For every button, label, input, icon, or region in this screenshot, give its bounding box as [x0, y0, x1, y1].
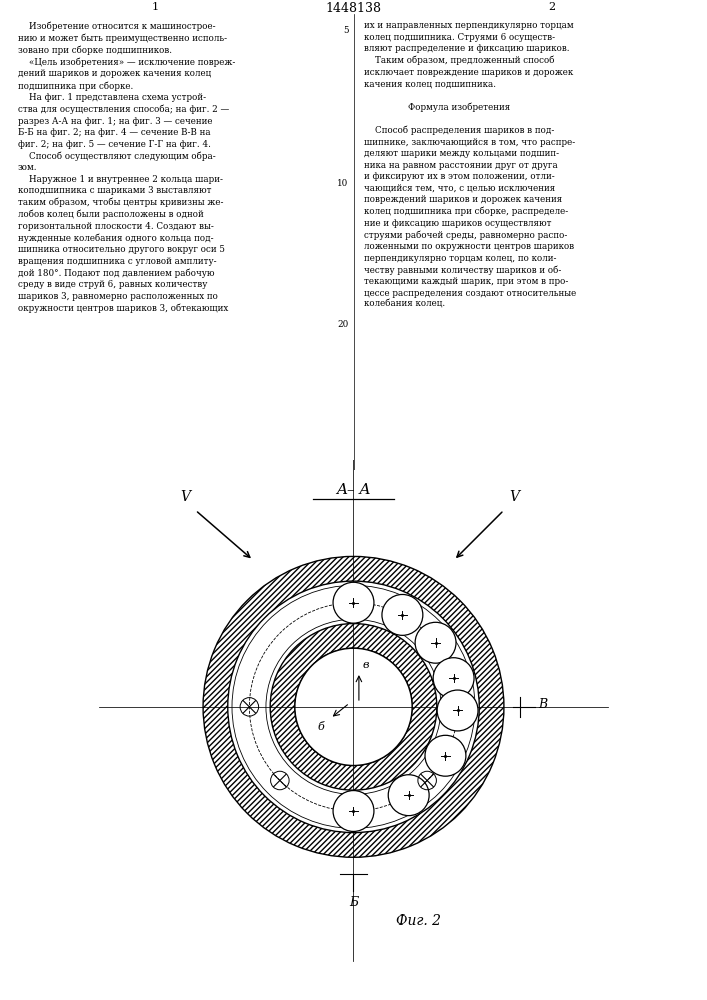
Circle shape: [388, 775, 429, 816]
Text: 2: 2: [548, 2, 555, 12]
Text: Изобретение относится к машинострое-
нию и может быть преимущественно исполь-
зо: Изобретение относится к машинострое- нию…: [18, 21, 235, 313]
Text: их и направленных перпендикулярно торцам
колец подшипника. Струями 6 осуществ-
в: их и направленных перпендикулярно торцам…: [364, 21, 576, 309]
Text: в: в: [363, 660, 369, 670]
Text: 20: 20: [337, 320, 349, 329]
Circle shape: [333, 582, 374, 623]
Circle shape: [437, 690, 478, 731]
Text: Б: Б: [349, 896, 358, 909]
Circle shape: [433, 658, 474, 699]
Circle shape: [382, 594, 423, 635]
Text: В: В: [538, 698, 547, 711]
Text: б: б: [317, 722, 325, 732]
Text: 5: 5: [343, 26, 349, 35]
Circle shape: [333, 791, 374, 831]
Text: 10: 10: [337, 179, 349, 188]
Text: V: V: [180, 490, 190, 504]
Text: A– A: A– A: [337, 483, 370, 497]
Text: 1: 1: [152, 2, 159, 12]
Text: Фиг. 2: Фиг. 2: [396, 914, 441, 928]
Circle shape: [415, 622, 456, 663]
Circle shape: [425, 735, 466, 776]
Text: 1448138: 1448138: [325, 2, 382, 15]
Text: V: V: [509, 490, 519, 504]
Circle shape: [295, 648, 412, 765]
